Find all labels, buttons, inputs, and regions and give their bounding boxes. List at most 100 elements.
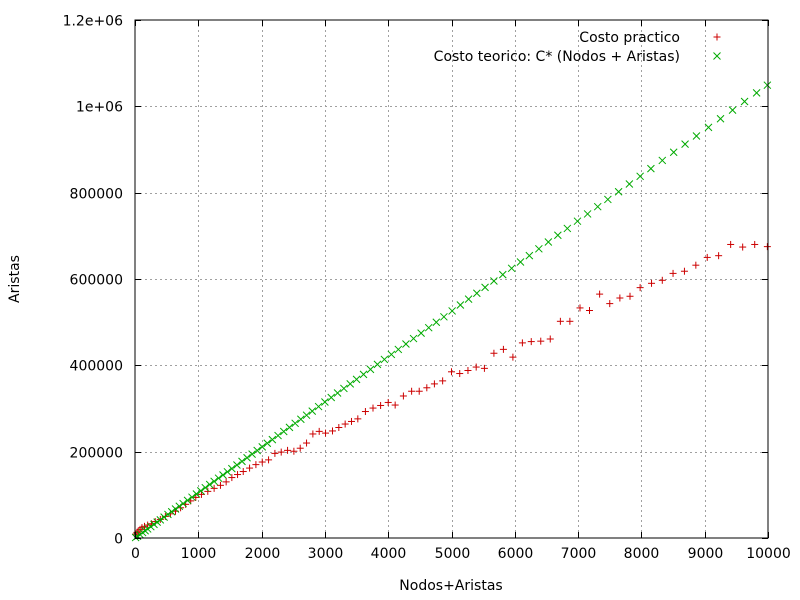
data-point — [279, 427, 288, 436]
data-point — [728, 106, 737, 114]
x-tick-label: 10000 — [746, 546, 791, 562]
x-tick-label: 3000 — [308, 546, 344, 562]
data-point — [716, 114, 725, 123]
data-point — [509, 353, 517, 361]
data-point — [183, 496, 192, 505]
data-point — [576, 304, 584, 312]
x-tick-label: 8000 — [624, 546, 660, 562]
data-point — [669, 269, 677, 277]
data-point — [150, 520, 158, 529]
data-point — [556, 317, 564, 325]
data-point — [544, 238, 553, 246]
data-point — [692, 261, 700, 269]
legend: Costo practico Costo teorico: C* (Nodos … — [434, 30, 721, 65]
data-point — [472, 363, 480, 371]
data-point — [201, 483, 210, 492]
x-tick-label: 4000 — [371, 546, 407, 562]
data-point — [516, 258, 525, 266]
data-point — [553, 231, 562, 240]
data-point — [314, 402, 323, 411]
legend-marker — [713, 52, 721, 60]
series-costo-practico — [132, 240, 771, 538]
data-point — [359, 370, 368, 379]
data-point — [146, 522, 155, 531]
data-point — [248, 450, 256, 459]
data-point — [243, 453, 251, 462]
series-costo-teorico — [131, 81, 772, 542]
data-point — [727, 240, 735, 248]
data-point — [585, 307, 593, 315]
data-point — [408, 387, 416, 395]
x-tick-label: 2000 — [245, 546, 281, 562]
legend-label-costo-practico: Costo practico — [579, 30, 680, 46]
data-point — [448, 307, 456, 315]
data-point — [290, 447, 298, 455]
data-point — [704, 123, 713, 132]
data-point — [246, 464, 254, 472]
data-point — [234, 471, 242, 479]
data-point — [751, 240, 759, 248]
data-point — [636, 284, 644, 292]
data-point — [160, 513, 168, 522]
data-point — [352, 375, 361, 384]
data-point — [399, 392, 407, 400]
data-point — [167, 507, 176, 516]
data-point — [423, 384, 431, 392]
data-point — [346, 380, 355, 388]
y-axis-label: Aristas — [7, 255, 23, 303]
data-series — [131, 81, 772, 542]
data-point — [347, 417, 355, 425]
data-point — [573, 217, 582, 226]
data-point — [456, 301, 465, 309]
data-point — [448, 368, 455, 376]
data-point — [481, 283, 489, 292]
data-point — [739, 243, 747, 251]
legend-marker-plus-icon — [713, 33, 721, 41]
data-point — [464, 367, 472, 375]
data-point — [648, 279, 656, 287]
data-point — [456, 370, 464, 378]
data-point — [658, 276, 666, 284]
data-point — [518, 339, 526, 347]
x-tick-label: 0 — [131, 546, 140, 562]
data-point — [302, 411, 311, 420]
data-point — [228, 474, 236, 482]
data-point — [192, 490, 201, 498]
y-tick-label: 800000 — [70, 187, 123, 203]
data-point — [614, 187, 623, 196]
data-point — [647, 164, 655, 173]
data-point — [164, 510, 172, 519]
data-point — [227, 464, 236, 473]
data-point — [258, 458, 266, 466]
axis-ticks: 0 1000 2000 3000 4000 5000 6000 7000 8000 9000 100… — [63, 14, 791, 563]
data-point — [253, 446, 262, 455]
data-point — [464, 295, 473, 303]
grid-lines — [135, 20, 768, 538]
data-point — [625, 180, 634, 188]
data-point — [593, 202, 602, 211]
data-point — [490, 277, 498, 285]
data-point — [239, 468, 247, 476]
data-point — [616, 294, 624, 302]
data-point — [763, 81, 772, 90]
data-point — [606, 300, 614, 308]
data-point — [527, 338, 535, 346]
data-point — [223, 467, 232, 476]
data-point — [480, 364, 488, 372]
data-point — [680, 267, 688, 275]
data-point — [263, 439, 272, 448]
data-point — [703, 253, 711, 261]
data-point — [369, 404, 377, 412]
data-point — [277, 448, 285, 456]
data-point — [308, 407, 317, 415]
data-point — [196, 487, 205, 495]
data-point — [373, 360, 382, 369]
data-point — [596, 290, 604, 298]
data-point — [430, 380, 438, 388]
data-point — [498, 270, 507, 279]
data-point — [566, 317, 574, 325]
data-point — [216, 481, 224, 489]
legend-marker-cross-icon — [713, 52, 721, 60]
x-tick-label: 7000 — [561, 546, 597, 562]
data-point — [740, 97, 749, 106]
